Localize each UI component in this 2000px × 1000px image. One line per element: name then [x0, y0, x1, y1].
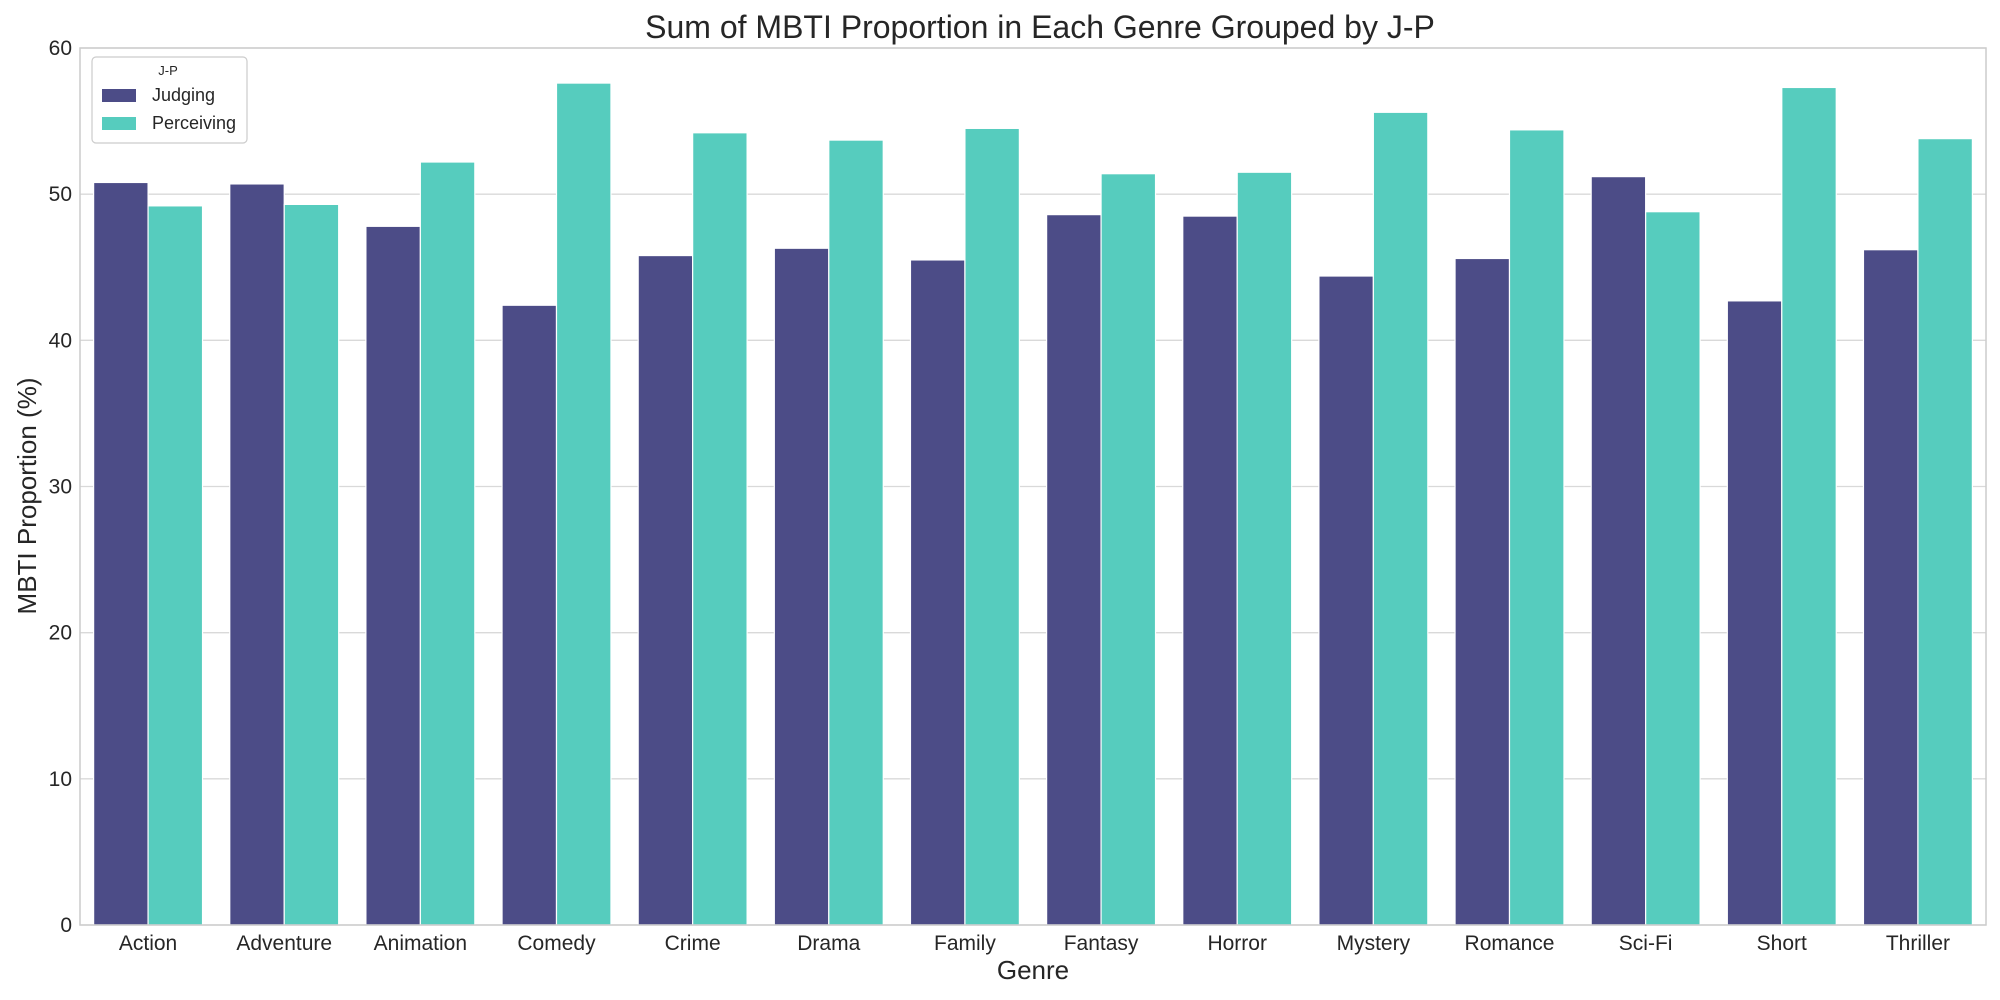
x-tick-label: Adventure — [236, 932, 332, 955]
bar-judging-family — [909, 259, 966, 926]
x-tick-label: Short — [1757, 932, 1807, 955]
y-tick-label: 10 — [49, 768, 72, 791]
bar-perceiving-adventure — [283, 203, 340, 926]
bar-perceiving-animation — [419, 161, 476, 926]
x-tick-labels: Action Adventure Animation Comedy Crime Drama… — [119, 932, 1950, 955]
legend-label-perceiving: Perceiving — [152, 113, 236, 133]
bar-judging-short — [1726, 300, 1783, 926]
x-tick-label: Horror — [1207, 932, 1267, 955]
bar-perceiving-thriller — [1917, 138, 1973, 926]
x-axis-label: Genre — [997, 955, 1069, 985]
bar-perceiving-family — [964, 127, 1020, 926]
bar-judging-crime — [637, 254, 694, 926]
x-tick-label: Thriller — [1886, 932, 1950, 955]
x-tick-label: Animation — [374, 932, 467, 955]
y-tick-label: 20 — [49, 622, 72, 645]
bar-perceiving-sci-fi — [1645, 211, 1701, 926]
plot-frame — [79, 47, 1987, 926]
bar-judging-mystery — [1318, 275, 1374, 926]
x-tick-label: Drama — [797, 932, 860, 955]
bar-perceiving-action — [147, 205, 204, 926]
bar-judging-action — [93, 181, 149, 926]
legend: J-P Judging Perceiving — [91, 56, 248, 144]
y-axis-label: MBTI Proportion (%) — [12, 378, 42, 615]
y-tick-label: 60 — [49, 37, 72, 60]
y-tick-label: 30 — [49, 476, 72, 499]
legend-label-judging: Judging — [152, 85, 215, 105]
x-tick-label: Crime — [665, 932, 721, 955]
legend-title: J-P — [158, 63, 178, 78]
bar-judging-thriller — [1862, 249, 1919, 926]
bar-perceiving-romance — [1508, 129, 1565, 926]
bar-perceiving-comedy — [555, 82, 612, 926]
x-tick-label: Mystery — [1337, 932, 1411, 955]
bar-judging-adventure — [229, 183, 285, 926]
bar-perceiving-drama — [828, 139, 884, 926]
bar-perceiving-fantasy — [1100, 173, 1157, 926]
bars — [93, 82, 1973, 926]
x-tick-label: Fantasy — [1064, 932, 1139, 955]
bar-judging-animation — [365, 225, 421, 926]
y-tick-labels: 0 10 20 30 40 50 60 — [49, 37, 72, 937]
x-tick-label: Sci-Fi — [1619, 932, 1673, 955]
y-tick-label: 0 — [60, 914, 72, 937]
y-tick-label: 50 — [49, 183, 72, 206]
bar-judging-horror — [1182, 215, 1238, 926]
bar-judging-fantasy — [1046, 214, 1102, 926]
chart-title: Sum of MBTI Proportion in Each Genre Gro… — [645, 9, 1435, 45]
bar-judging-comedy — [501, 304, 558, 926]
x-tick-label: Action — [119, 932, 177, 955]
bar-perceiving-short — [1781, 86, 1837, 926]
x-tick-label: Romance — [1465, 932, 1555, 955]
x-tick-label: Family — [934, 932, 996, 955]
bar-judging-romance — [1454, 257, 1511, 926]
x-tick-label: Comedy — [517, 932, 596, 955]
legend-swatch-judging — [102, 89, 136, 102]
legend-swatch-perceiving — [102, 117, 136, 130]
bar-perceiving-crime — [692, 132, 748, 926]
bar-perceiving-mystery — [1372, 111, 1429, 926]
bar-judging-sci-fi — [1590, 176, 1647, 926]
bar-judging-drama — [773, 247, 830, 926]
bar-perceiving-horror — [1236, 171, 1293, 926]
y-tick-label: 40 — [49, 329, 72, 352]
